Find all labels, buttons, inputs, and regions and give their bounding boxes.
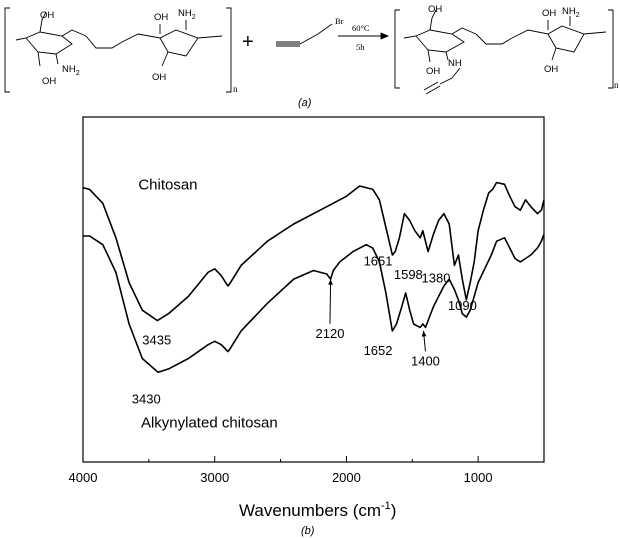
reactant-nh2-left-text: NH (62, 64, 76, 75)
reactant-oh-top-right: OH (154, 12, 168, 23)
bracket-left-open (4, 7, 10, 93)
oh-bond-left-1 (37, 51, 41, 67)
reactant-repeat-n: n (233, 84, 238, 94)
bracket-right-close (608, 9, 614, 89)
annotation-arrow-head (328, 279, 333, 285)
peak-label: 1652 (364, 343, 393, 358)
product-nh2-right-text: NH (562, 6, 576, 17)
x-axis-title-close: ) (391, 501, 397, 520)
reactant-oh-top-left: OH (40, 10, 54, 21)
ch2oh-left-2 (161, 51, 169, 67)
peak-label: 1380 (422, 271, 451, 286)
reactant-nh2-right-text: NH (178, 8, 192, 19)
condition-time: 5h (356, 42, 365, 52)
series-line-alkynylated-chitosan (83, 234, 545, 374)
reactant-nh2-right: NH2 (178, 8, 196, 21)
condition-temperature: 60°C (352, 23, 370, 33)
product-oh-bottom-left: OH (426, 66, 440, 77)
ring-left-2 (121, 29, 223, 57)
ring-right-2 (511, 25, 607, 53)
x-tick-label: 1000 (464, 470, 493, 485)
reaction-scheme (4, 7, 614, 95)
product-nh: NH (448, 58, 462, 69)
reaction-scheme-labels: OH NH2 OH OH NH2 OH n + Br 60°C 5h OH OH… (40, 4, 619, 109)
product-oh-bottom-right: OH (544, 64, 558, 75)
peak-label: 1651 (364, 253, 393, 268)
peak-label: 1090 (448, 298, 477, 313)
reactant-oh-bottom-right: OH (152, 72, 166, 83)
peak-label: 3435 (142, 333, 171, 348)
x-axis-title-text: Wavenumbers (cm (239, 501, 381, 520)
ftir-chart: 4000 3000 2000 1000 Chitosan 3435 16511598138… (69, 116, 545, 537)
x-tick-label: 3000 (200, 470, 229, 485)
annotation-arrow (329, 279, 332, 324)
ring-o-right-1 (451, 27, 477, 35)
plot-frame (82, 116, 545, 463)
reactant-nh2-left-sub: 2 (76, 70, 80, 77)
reactant-nh2-right-sub: 2 (192, 14, 196, 21)
reactant-nh2-left: NH2 (62, 64, 80, 77)
series-line-chitosan (82, 181, 545, 322)
reaction-arrow-head (380, 32, 390, 40)
peak-label: 1598 (394, 267, 423, 282)
reactant-oh-bottom-left: OH (42, 76, 56, 87)
caption-b: (b) (301, 525, 315, 537)
bracket-left-close (226, 7, 232, 93)
product-oh-top-left: OH (428, 4, 442, 15)
product-repeat-n: n (614, 80, 619, 90)
nh2-bond-left-1 (55, 53, 59, 65)
reagent-br: Br (335, 16, 344, 26)
glycosidic-link-left (85, 35, 123, 49)
x-tick-label: 2000 (332, 470, 361, 485)
glycosidic-link-right (475, 33, 513, 45)
product-nh2-right: NH2 (562, 6, 580, 19)
bracket-right-open (394, 9, 400, 89)
peak-label: 1400 (411, 353, 440, 368)
x-axis-title-sup: -1 (381, 500, 391, 512)
plus-sign: + (242, 31, 254, 53)
caption-a: (a) (298, 97, 312, 109)
propargyl-bromide (276, 23, 333, 47)
peak-label: 2120 (316, 326, 345, 341)
product-nh2-right-sub: 2 (576, 12, 580, 19)
oh-bond-right-1 (427, 49, 431, 63)
ch2oh-right-2 (551, 47, 557, 61)
propargyl-chain (423, 67, 461, 95)
ring-o-left-1 (61, 29, 87, 37)
product-oh-top-right: OH (542, 8, 556, 19)
peak-label: 3430 (132, 391, 161, 406)
ch2oh-right-1 (429, 9, 437, 31)
nh-bond-right-1 (445, 51, 449, 61)
x-tick-label: 4000 (69, 470, 98, 485)
series-label: Alkynylated chitosan (141, 415, 278, 432)
series-label: Chitosan (138, 176, 197, 193)
annotation-arrow-head (421, 330, 427, 337)
series-group (82, 181, 545, 374)
ring-left-1 (15, 31, 73, 55)
ring-right-1 (403, 29, 465, 53)
ch2oh-left-1 (39, 11, 47, 33)
x-axis: 4000 3000 2000 1000 (69, 456, 545, 485)
x-axis-title: Wavenumbers (cm-1) (239, 500, 396, 520)
